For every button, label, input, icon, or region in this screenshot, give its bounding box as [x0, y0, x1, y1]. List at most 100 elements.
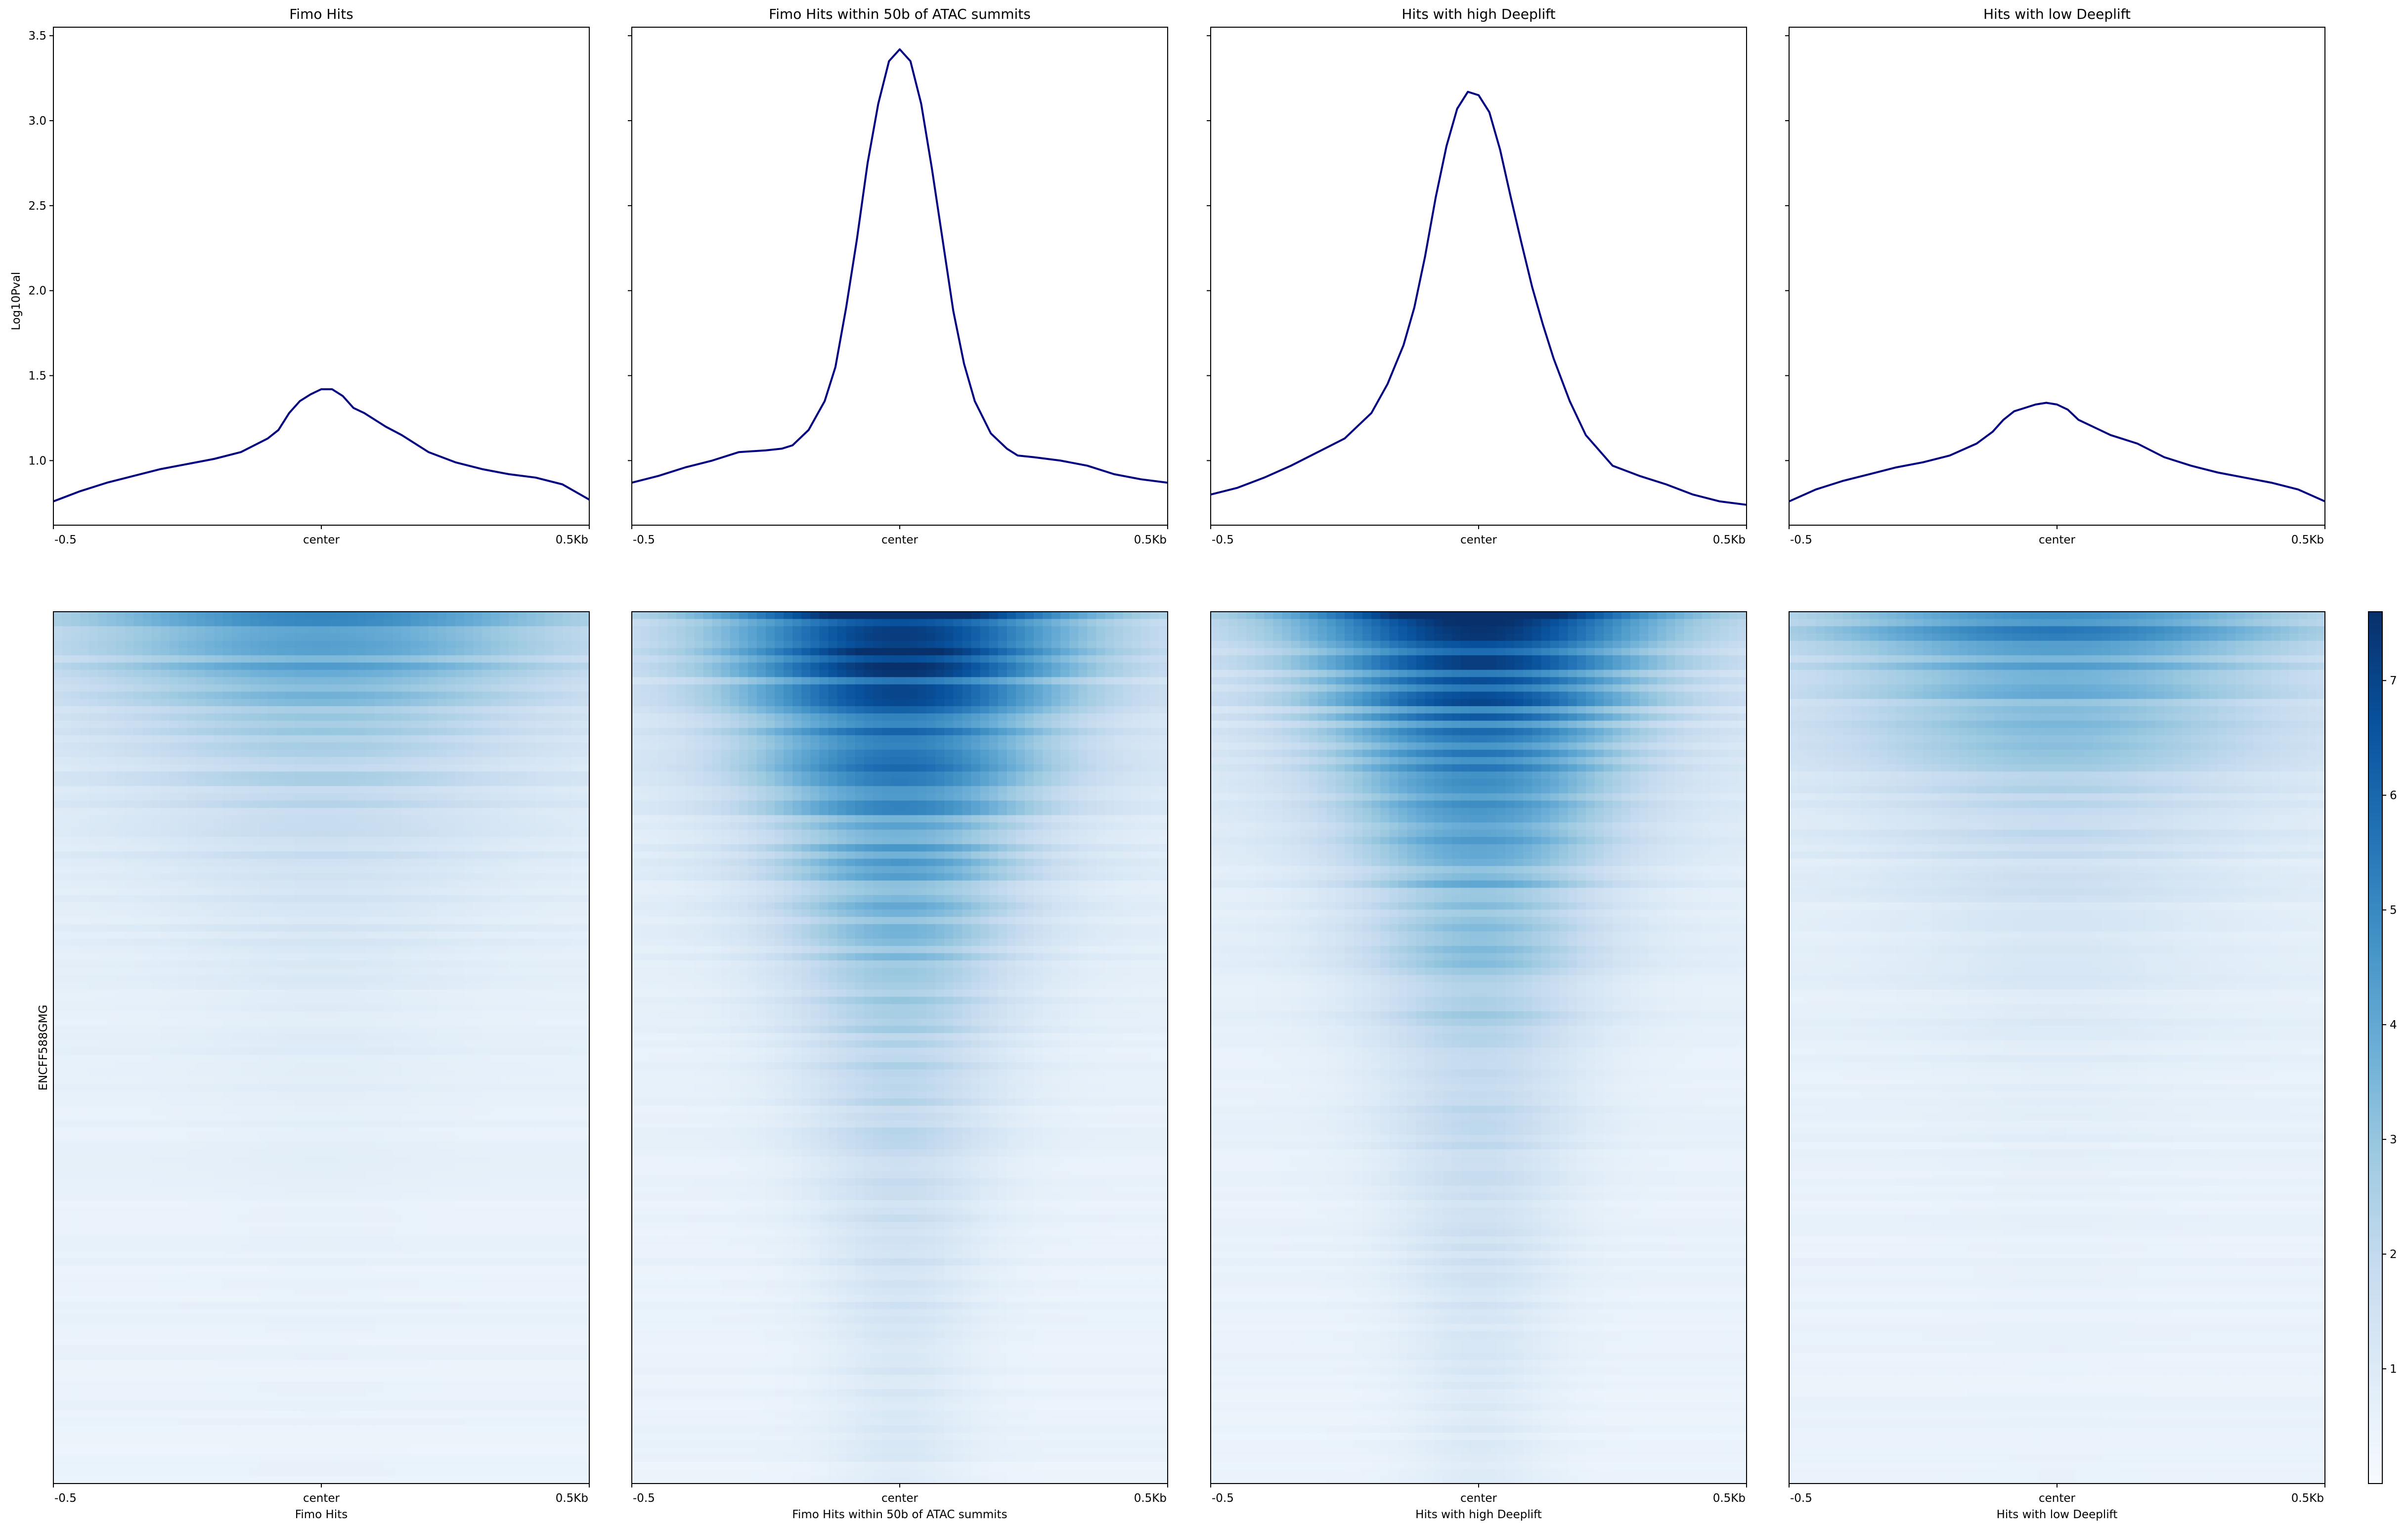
heatmap-cell [500, 888, 509, 895]
heatmap-cell [98, 968, 107, 975]
heatmap-cell [286, 765, 295, 772]
heatmap-cell [250, 633, 259, 641]
heatmap-cell [312, 881, 322, 888]
heatmap-cell [62, 663, 72, 670]
heatmap-cell [536, 917, 545, 924]
heatmap-cell [491, 924, 500, 932]
heatmap-cell [473, 866, 482, 873]
heatmap-cell [98, 771, 107, 779]
heatmap-cell [107, 765, 116, 772]
heatmap-cell [420, 968, 429, 975]
heatmap-cell [545, 771, 554, 779]
heatmap-cell [295, 830, 304, 837]
heatmap-cell [446, 931, 456, 939]
heatmap-cell [473, 677, 482, 684]
heatmap-cell [438, 619, 447, 627]
heatmap-cell [527, 968, 536, 975]
heatmap-cell [545, 873, 554, 881]
heatmap-cell [98, 815, 107, 822]
heatmap-cell [482, 881, 491, 888]
heatmap-cell [80, 1004, 89, 1011]
heatmap-cell [554, 931, 563, 939]
heatmap-cell [89, 982, 98, 990]
heatmap-cell [161, 612, 170, 619]
heatmap-cell [143, 852, 152, 859]
heatmap-cell [80, 786, 89, 794]
heatmap-cell [89, 757, 98, 765]
heatmap-cell [223, 873, 232, 881]
heatmap-cell [143, 909, 152, 917]
heatmap-cell [178, 917, 188, 924]
heatmap-cell [116, 830, 125, 837]
heatmap-cell [473, 953, 482, 961]
heatmap-cell [527, 990, 536, 997]
heatmap-cell [455, 721, 465, 728]
heatmap-cell [98, 1004, 107, 1011]
heatmap-cell [286, 881, 295, 888]
heatmap-cell [330, 873, 340, 881]
heatmap-cell [563, 699, 572, 706]
heatmap-cell [107, 786, 116, 794]
heatmap-cell [232, 822, 241, 830]
heatmap-cell [571, 909, 581, 917]
heatmap-cell [491, 771, 500, 779]
heatmap-cell [268, 924, 277, 932]
heatmap-cell [384, 655, 393, 663]
heatmap-cell [393, 895, 402, 902]
heatmap-cell [286, 830, 295, 837]
heatmap-cell [170, 830, 179, 837]
heatmap-cell [366, 997, 375, 1004]
heatmap-cell [500, 699, 509, 706]
heatmap-cell [482, 982, 491, 990]
heatmap-cell [89, 677, 98, 684]
heatmap-cell [536, 902, 545, 910]
heatmap-cell [232, 699, 241, 706]
heatmap-cell [196, 670, 206, 677]
heatmap-cell [321, 808, 331, 815]
heatmap-cell [536, 997, 545, 1004]
heatmap-cell [89, 873, 98, 881]
heatmap-cell [518, 997, 527, 1004]
heatmap-cell [53, 801, 63, 808]
heatmap-cell [312, 692, 322, 699]
heatmap-cell [393, 655, 402, 663]
heatmap-cell [304, 917, 313, 924]
heatmap-cell [518, 902, 527, 910]
heatmap-cell [286, 633, 295, 641]
heatmap-cell [402, 619, 411, 627]
heatmap-cell [116, 765, 125, 772]
heatmap-cell [232, 866, 241, 873]
heatmap-cell [312, 699, 322, 706]
heatmap-cell [455, 873, 465, 881]
heatmap-cell [178, 815, 188, 822]
heatmap-cell [170, 765, 179, 772]
heatmap-cell [375, 765, 384, 772]
heatmap-cell [152, 742, 161, 750]
heatmap-cell [536, 852, 545, 859]
heatmap-cell [366, 975, 375, 983]
heatmap-cell [205, 626, 215, 633]
heatmap-cell [491, 648, 500, 655]
heatmap-cell [545, 728, 554, 735]
heatmap-cell [170, 859, 179, 866]
heatmap-cell [196, 699, 206, 706]
heatmap-cell [125, 859, 134, 866]
heatmap-cell [286, 924, 295, 932]
heatmap-cell [161, 815, 170, 822]
heatmap-cell [446, 881, 456, 888]
heatmap-cell [509, 793, 518, 801]
heatmap-cell [536, 931, 545, 939]
heatmap-cell [366, 852, 375, 859]
heatmap-cell [554, 946, 563, 953]
heatmap-cell [161, 721, 170, 728]
heatmap-cell [268, 626, 277, 633]
heatmap-cell [53, 677, 63, 684]
heatmap-cell [152, 946, 161, 953]
heatmap-cell [402, 888, 411, 895]
heatmap-cell [429, 633, 438, 641]
heatmap-cell [330, 765, 340, 772]
heatmap-cell [241, 960, 250, 968]
heatmap-cell [500, 735, 509, 743]
heatmap-cell [455, 924, 465, 932]
heatmap-cell [134, 968, 143, 975]
